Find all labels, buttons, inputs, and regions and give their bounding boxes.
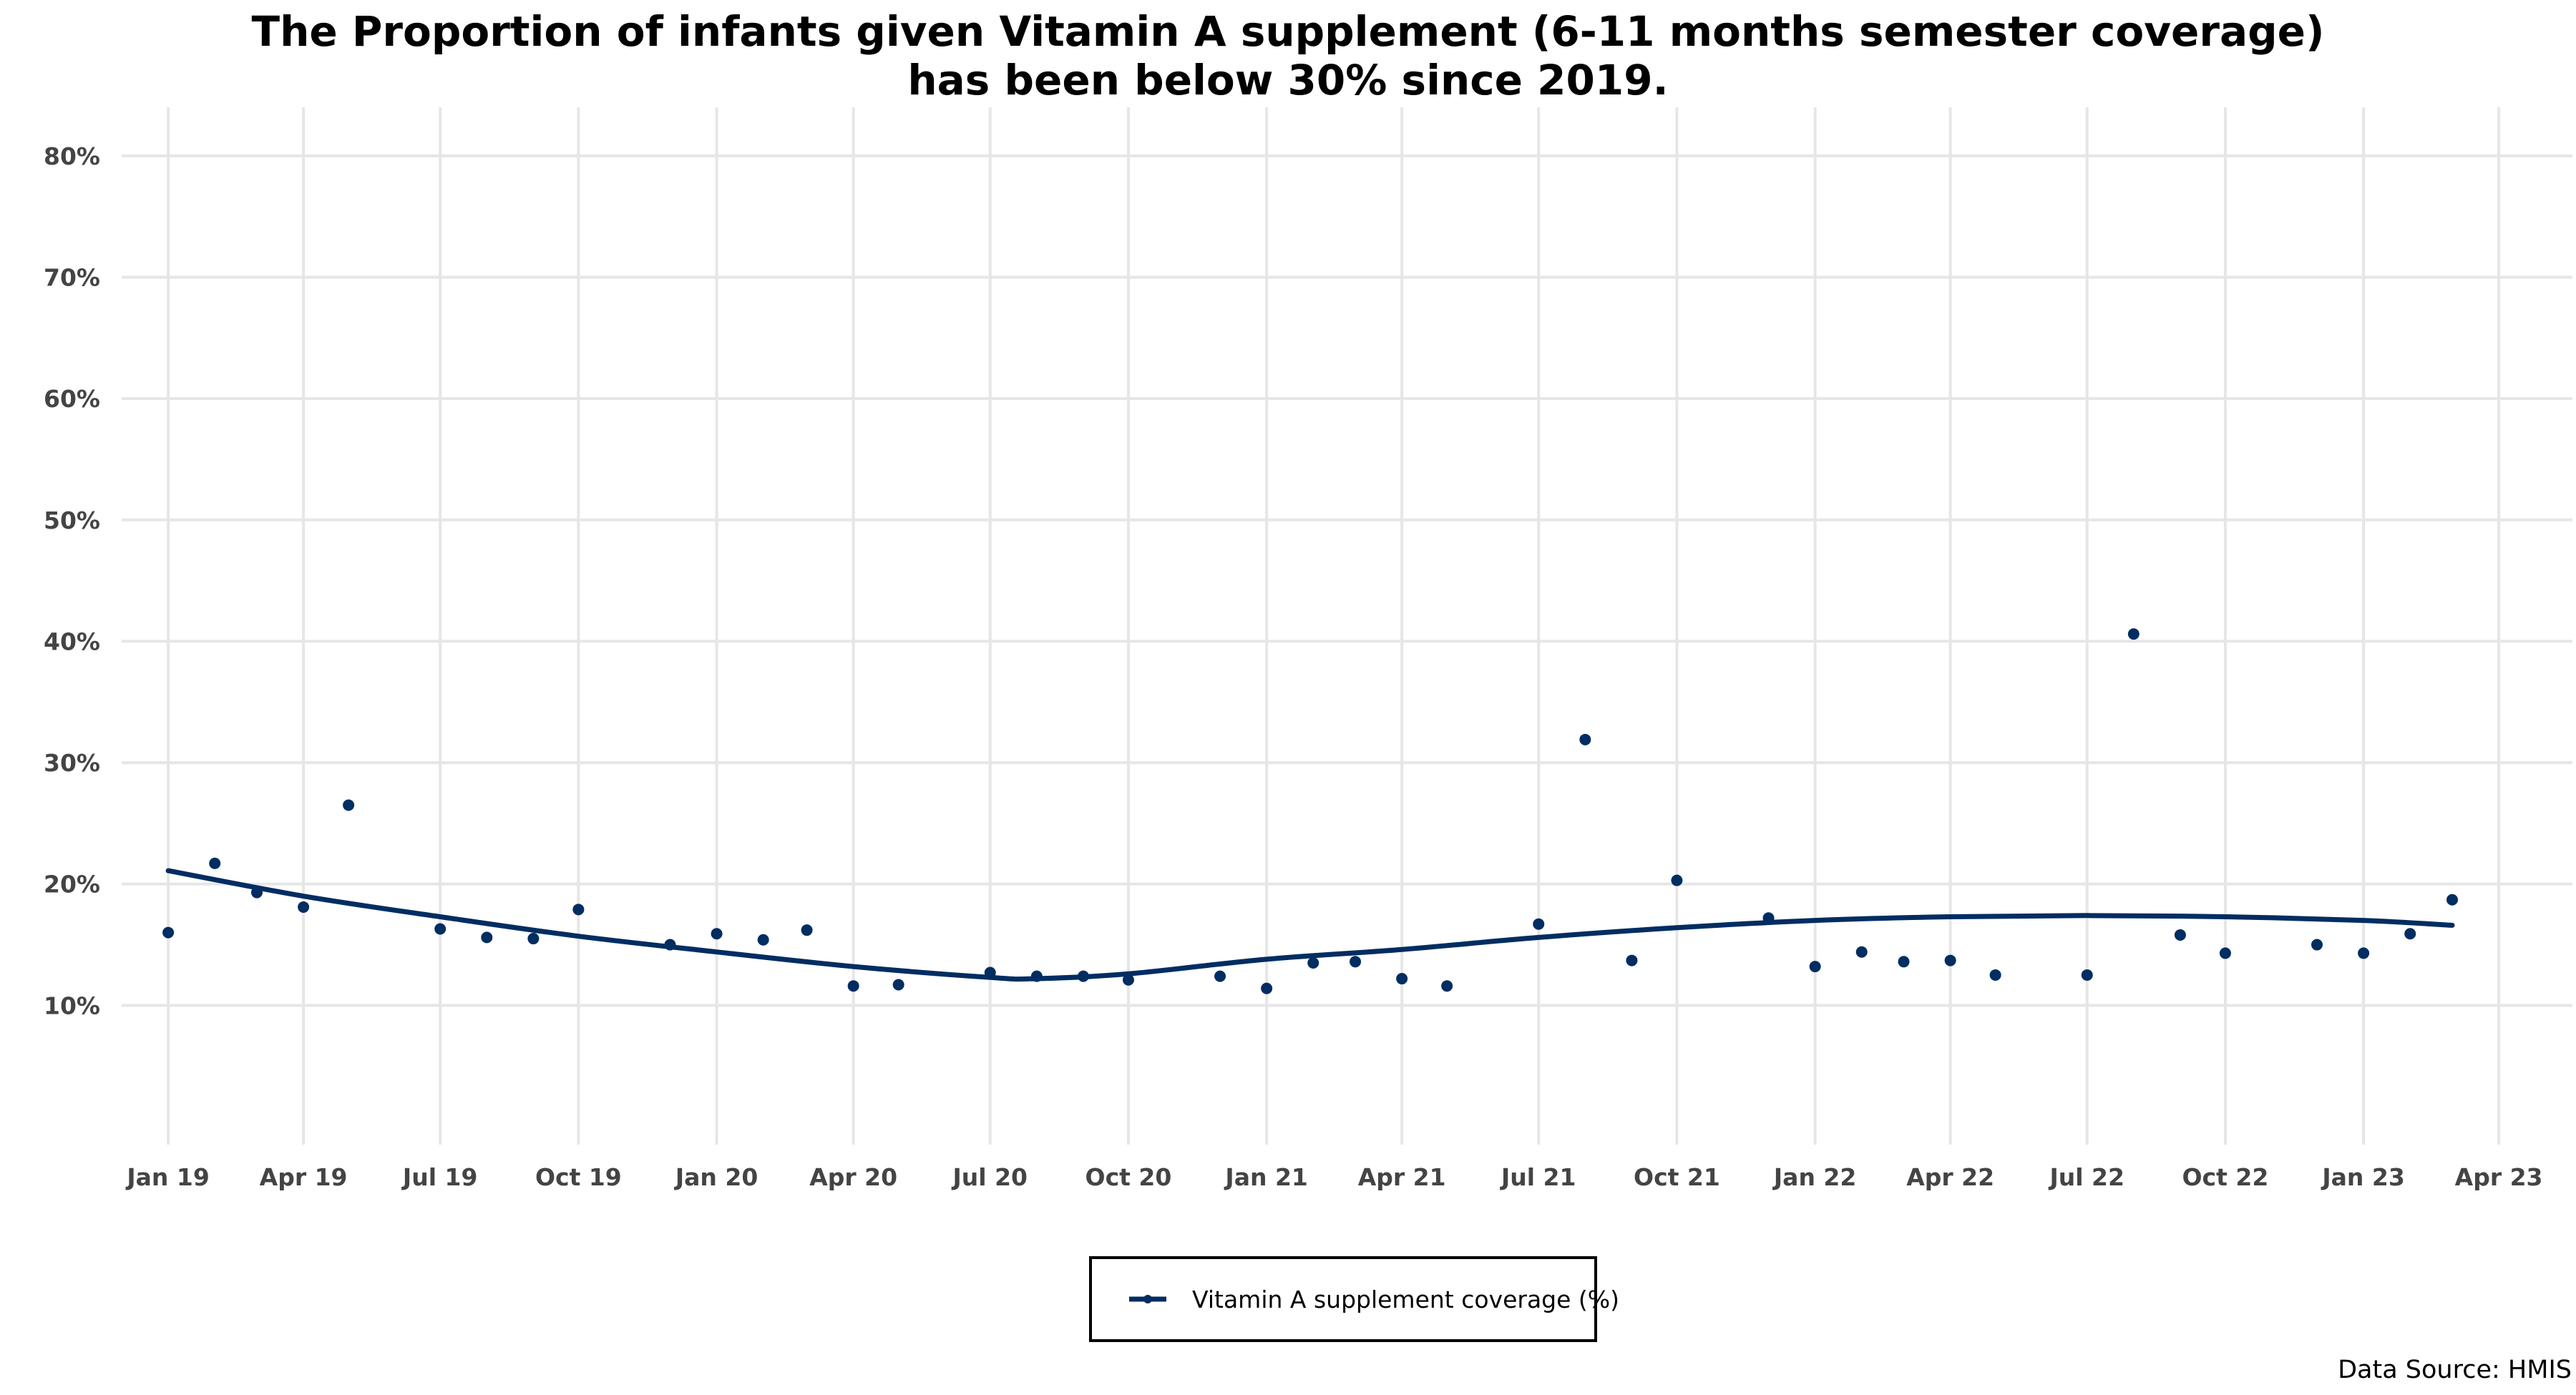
data-point	[664, 939, 676, 951]
data-points	[162, 628, 2459, 994]
legend-label: Vitamin A supplement coverage (%)	[1192, 1286, 1619, 1313]
x-tick-label: Apr 19	[260, 1163, 348, 1191]
data-point	[711, 928, 723, 940]
y-tick-label: 30%	[44, 749, 100, 777]
x-axis-ticks: Jan 19 Apr 19 Jul 19 Oct 19 Jan 20 Apr 20 Jul …	[125, 1163, 2542, 1191]
data-point	[2219, 947, 2231, 959]
x-tick-label: Apr 20	[809, 1163, 897, 1191]
data-point	[892, 979, 904, 991]
x-tick-label: Apr 21	[1358, 1163, 1446, 1191]
x-tick-label: Jan 21	[1224, 1163, 1307, 1191]
data-point	[1898, 956, 1910, 968]
data-point	[2404, 928, 2416, 940]
data-point	[2446, 894, 2459, 906]
x-tick-label: Oct 19	[535, 1163, 622, 1191]
data-point	[209, 857, 221, 869]
y-tick-label: 60%	[44, 385, 100, 413]
x-tick-label: Jul 21	[1500, 1163, 1576, 1191]
chart-title-line-1: The Proportion of infants given Vitamin …	[252, 7, 2325, 56]
data-point	[1671, 874, 1683, 886]
y-tick-label: 40%	[44, 627, 100, 655]
data-point	[1214, 970, 1226, 982]
data-point	[1307, 956, 1319, 969]
y-tick-label: 80%	[44, 142, 100, 170]
data-point	[1441, 980, 1453, 992]
data-point	[298, 901, 310, 913]
x-tick-label: Apr 23	[2455, 1163, 2543, 1191]
x-tick-label: Jan 20	[674, 1163, 758, 1191]
y-tick-label: 50%	[44, 506, 100, 534]
data-point	[527, 933, 540, 945]
data-point	[801, 924, 813, 936]
data-point	[2127, 628, 2140, 640]
data-point	[1944, 954, 1956, 966]
x-tick-label: Jul 19	[401, 1163, 478, 1191]
x-tick-label: Jul 20	[952, 1163, 1028, 1191]
data-point	[1261, 982, 1273, 994]
trend-line	[165, 868, 2455, 982]
x-tick-label: Jul 22	[2048, 1163, 2124, 1191]
data-point	[1077, 970, 1089, 982]
data-point	[434, 923, 447, 935]
legend: Vitamin A supplement coverage (%)	[1089, 1256, 1619, 1342]
data-point	[2174, 929, 2186, 941]
data-point	[1579, 733, 1591, 745]
data-point	[2311, 939, 2323, 951]
data-point	[250, 886, 263, 899]
data-point	[1030, 970, 1043, 982]
data-point	[1396, 973, 1408, 985]
data-point	[162, 926, 175, 939]
x-tick-label: Oct 20	[1085, 1163, 1172, 1191]
y-tick-label: 10%	[44, 992, 100, 1019]
y-tick-label: 70%	[44, 264, 100, 292]
data-point	[1762, 912, 1775, 924]
data-point	[2081, 969, 2093, 981]
data-point	[1989, 969, 2001, 981]
x-tick-label: Jan 23	[2321, 1163, 2404, 1191]
data-point	[572, 904, 585, 916]
y-axis-ticks: 10% 20% 30% 40% 50% 60% 70% 80%	[44, 142, 100, 1020]
data-point	[1350, 956, 1362, 968]
data-point	[757, 934, 769, 946]
x-tick-label: Oct 22	[2182, 1163, 2269, 1191]
data-point	[343, 799, 355, 811]
legend-box	[1089, 1256, 1597, 1342]
x-tick-label: Jan 22	[1772, 1163, 1856, 1191]
data-point	[1533, 918, 1545, 930]
data-point	[1122, 974, 1134, 986]
x-tick-label: Apr 22	[1906, 1163, 1994, 1191]
data-point	[1855, 946, 1868, 958]
data-source: Data Source: HMIS	[2338, 1356, 2572, 1384]
chart-title-line-2: has been below 30% since 2019.	[907, 56, 1668, 104]
grid-lines	[122, 107, 2572, 1145]
x-tick-label: Oct 21	[1634, 1163, 1720, 1191]
data-point	[481, 931, 493, 944]
data-point	[847, 980, 859, 992]
data-point	[984, 966, 996, 979]
y-tick-label: 20%	[44, 871, 100, 899]
legend-point-swatch	[1143, 1295, 1152, 1303]
x-tick-label: Jan 19	[125, 1163, 209, 1191]
trend-layer	[165, 868, 2455, 982]
data-point	[2358, 947, 2370, 959]
data-point	[1809, 961, 1821, 973]
data-point	[1626, 954, 1638, 966]
